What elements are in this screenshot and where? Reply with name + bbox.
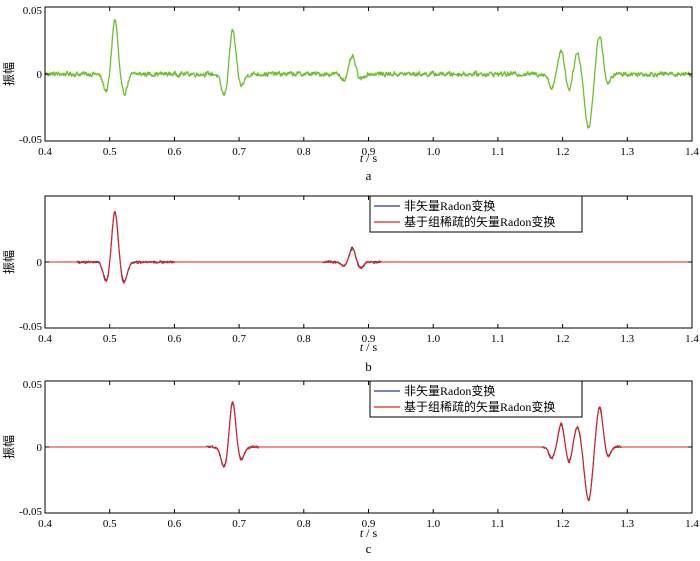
y-tick-label-c-1: 0 xyxy=(37,442,43,454)
x-axis-title-a: t / s xyxy=(360,151,378,165)
x-tick-label-b-2: 0.6 xyxy=(168,333,182,345)
x-axis-var-a: t xyxy=(360,151,364,165)
series-line-c-0 xyxy=(45,402,692,501)
x-axis-var-b: t xyxy=(360,340,364,354)
x-tick-label-a-1: 0.5 xyxy=(103,146,117,158)
legend-entry-b-1: 基于组稀疏的矢量Radon变换 xyxy=(404,214,555,229)
y-tick-label-a-1: 0 xyxy=(37,69,43,81)
x-tick-label-b-10: 1.4 xyxy=(685,333,699,345)
x-axis-var-c: t xyxy=(360,526,364,540)
y-tick-label-c-0: -0.05 xyxy=(19,506,42,518)
panel-letter-c: c xyxy=(366,541,372,556)
legend-entry-c-1: 基于组稀疏的矢量Radon变换 xyxy=(404,399,555,414)
series-line-a-0 xyxy=(45,19,692,129)
y-axis-title-c: 振幅 xyxy=(1,435,16,459)
y-tick-label-a-2: 0.05 xyxy=(23,5,43,17)
chart-panel-b: 0.4 0.5 0.6 0.7 0.8 0.9 1.0 1.1 1.2 1.3 1.4 -0.05 0 振… xyxy=(1,195,699,374)
x-axis-title-b: t / s xyxy=(360,340,378,354)
x-tick-label-c-5: 0.9 xyxy=(362,518,376,530)
x-tick-label-c-2: 0.6 xyxy=(168,518,182,530)
x-tick-label-a-6: 1.0 xyxy=(426,146,440,158)
x-tick-label-b-1: 0.5 xyxy=(103,333,117,345)
y-axis-title-a: 振幅 xyxy=(1,62,16,86)
x-tick-label-c-10: 1.4 xyxy=(685,518,699,530)
y-tick-label-c-2: 0.05 xyxy=(23,379,43,391)
x-tick-label-c-9: 1.3 xyxy=(620,518,634,530)
x-tick-label-c-1: 0.5 xyxy=(103,518,117,530)
y-tick-label-b-1: 0 xyxy=(37,257,43,269)
legend-box-c xyxy=(369,380,583,418)
x-tick-label-c-0: 0.4 xyxy=(38,518,52,530)
x-tick-label-a-9: 1.3 xyxy=(620,146,634,158)
x-axis-unit-c: / s xyxy=(363,526,377,540)
series-line-b-0 xyxy=(45,212,692,283)
chart-panel-c: 0.4 0.5 0.6 0.7 0.8 0.9 1.0 1.1 1.2 1.3 1.4 -0.05 0 0… xyxy=(1,379,699,556)
x-tick-label-a-3: 0.7 xyxy=(232,146,246,158)
x-tick-label-c-7: 1.1 xyxy=(491,518,505,530)
x-tick-label-a-8: 1.2 xyxy=(556,146,570,158)
panel-letter-b: b xyxy=(365,359,372,374)
x-tick-label-a-4: 0.8 xyxy=(297,146,311,158)
series-line-c-1 xyxy=(45,400,692,502)
chart-panel-a: 0.4 0.5 0.6 0.7 0.8 0.9 1.0 1.1 1.2 1.3 1.4 -0.05 0 0… xyxy=(1,5,699,183)
x-tick-label-b-3: 0.7 xyxy=(232,333,246,345)
x-tick-label-c-6: 1.0 xyxy=(426,518,440,530)
legend-entry-b-0: 非矢量Radon变换 xyxy=(404,198,495,213)
x-tick-label-a-7: 1.1 xyxy=(491,146,505,158)
x-tick-label-b-0: 0.4 xyxy=(38,333,52,345)
panel-letter-a: a xyxy=(366,168,372,183)
legend-entry-c-0: 非矢量Radon变换 xyxy=(404,383,495,398)
y-tick-label-b-0: -0.05 xyxy=(19,321,42,333)
x-tick-label-b-4: 0.8 xyxy=(297,333,311,345)
x-axis-unit-a: / s xyxy=(363,151,377,165)
x-tick-label-a-2: 0.6 xyxy=(168,146,182,158)
x-tick-label-b-5: 0.9 xyxy=(362,333,376,345)
x-tick-label-b-8: 1.2 xyxy=(556,333,570,345)
x-tick-label-b-7: 1.1 xyxy=(491,333,505,345)
x-tick-label-a-10: 1.4 xyxy=(685,146,699,158)
y-axis-title-b: 振幅 xyxy=(1,250,16,274)
x-tick-label-a-5: 0.9 xyxy=(362,146,376,158)
x-tick-label-c-3: 0.7 xyxy=(232,518,246,530)
legend-box-b xyxy=(369,195,583,233)
x-axis-title-c: t / s xyxy=(360,526,378,540)
x-tick-label-b-9: 1.3 xyxy=(620,333,634,345)
x-tick-label-c-4: 0.8 xyxy=(297,518,311,530)
y-tick-label-a-0: -0.05 xyxy=(19,134,42,146)
x-tick-label-c-8: 1.2 xyxy=(556,518,570,530)
x-axis-unit-b: / s xyxy=(363,340,377,354)
x-tick-label-a-0: 0.4 xyxy=(38,146,52,158)
x-tick-label-b-6: 1.0 xyxy=(426,333,440,345)
series-line-b-1 xyxy=(45,211,692,284)
